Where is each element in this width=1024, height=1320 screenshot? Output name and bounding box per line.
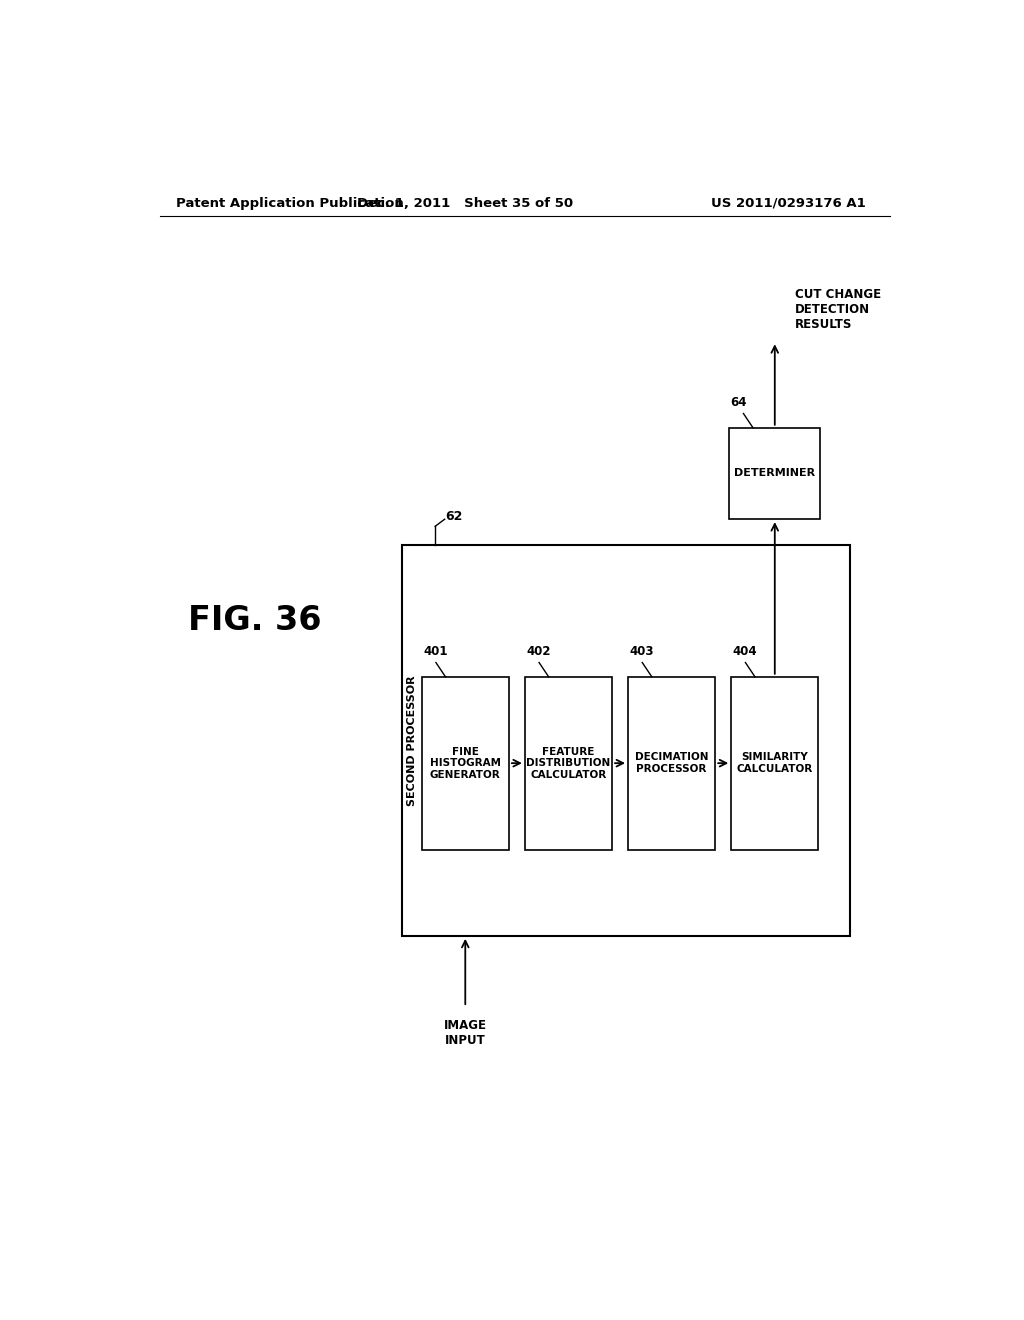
Text: SIMILARITY
CALCULATOR: SIMILARITY CALCULATOR xyxy=(736,752,813,774)
Text: 404: 404 xyxy=(733,645,758,657)
Text: Dec. 1, 2011   Sheet 35 of 50: Dec. 1, 2011 Sheet 35 of 50 xyxy=(357,197,573,210)
Text: 62: 62 xyxy=(445,510,463,523)
Text: DETERMINER: DETERMINER xyxy=(734,469,815,478)
Text: FINE
HISTOGRAM
GENERATOR: FINE HISTOGRAM GENERATOR xyxy=(430,747,501,780)
Text: 402: 402 xyxy=(526,645,551,657)
Text: SECOND PROCESSOR: SECOND PROCESSOR xyxy=(408,675,417,805)
Bar xyxy=(731,677,818,850)
Text: FIG. 36: FIG. 36 xyxy=(188,605,322,638)
Text: US 2011/0293176 A1: US 2011/0293176 A1 xyxy=(712,197,866,210)
Text: 64: 64 xyxy=(731,396,748,409)
Bar xyxy=(628,677,716,850)
Text: 403: 403 xyxy=(630,645,654,657)
Text: CUT CHANGE
DETECTION
RESULTS: CUT CHANGE DETECTION RESULTS xyxy=(795,288,881,331)
Text: 401: 401 xyxy=(423,645,447,657)
Text: IMAGE
INPUT: IMAGE INPUT xyxy=(443,1019,486,1047)
Bar xyxy=(401,545,850,936)
Bar xyxy=(729,428,820,519)
Text: FEATURE
DISTRIBUTION
CALCULATOR: FEATURE DISTRIBUTION CALCULATOR xyxy=(526,747,610,780)
Bar xyxy=(524,677,612,850)
Text: Patent Application Publication: Patent Application Publication xyxy=(176,197,403,210)
Text: DECIMATION
PROCESSOR: DECIMATION PROCESSOR xyxy=(635,752,709,774)
Bar xyxy=(422,677,509,850)
